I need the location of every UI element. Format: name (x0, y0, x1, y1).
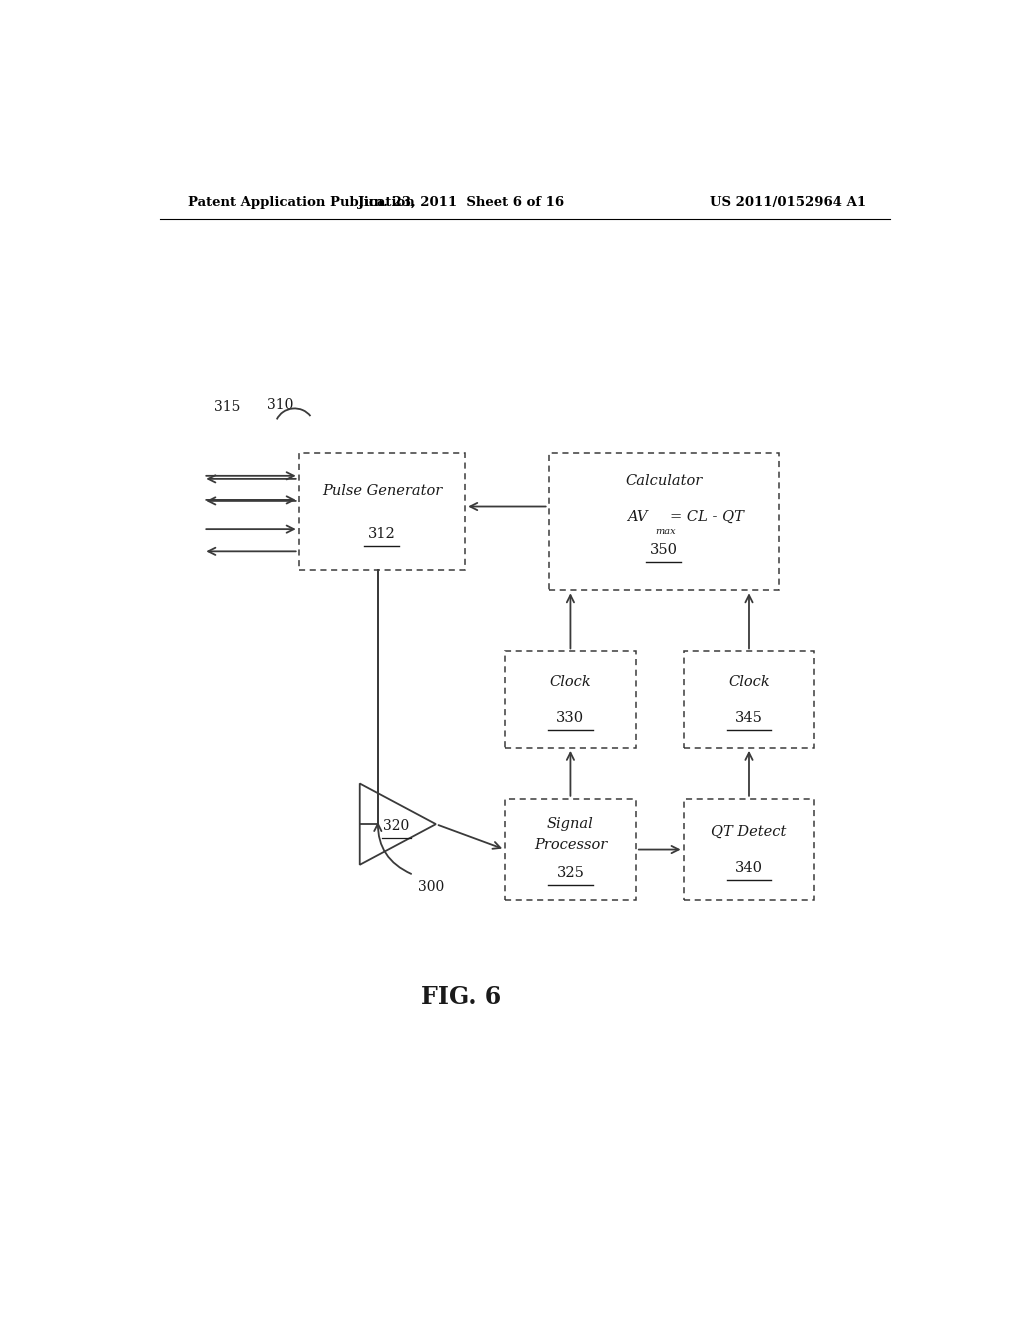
Text: Signal: Signal (547, 817, 594, 832)
Text: AV: AV (628, 510, 648, 524)
Text: 345: 345 (735, 711, 763, 725)
Text: Jun. 23, 2011  Sheet 6 of 16: Jun. 23, 2011 Sheet 6 of 16 (358, 195, 564, 209)
Bar (684, 651, 814, 748)
Text: Pulse Generator: Pulse Generator (322, 484, 442, 498)
Bar (684, 799, 814, 900)
Text: max: max (655, 528, 677, 536)
Text: FIG. 6: FIG. 6 (421, 985, 502, 1008)
Bar (299, 453, 465, 570)
Text: QT Detect: QT Detect (712, 825, 786, 840)
Text: = CL - QT: = CL - QT (671, 510, 744, 524)
Text: Clock: Clock (728, 676, 770, 689)
Text: 320: 320 (383, 820, 410, 833)
Text: 330: 330 (556, 711, 585, 725)
Text: Clock: Clock (550, 676, 591, 689)
Text: 312: 312 (368, 527, 396, 541)
Text: 340: 340 (735, 861, 763, 875)
Bar (505, 799, 636, 900)
Text: Calculator: Calculator (625, 474, 702, 488)
Text: 300: 300 (418, 880, 444, 894)
Text: Patent Application Publication: Patent Application Publication (187, 195, 415, 209)
Text: US 2011/0152964 A1: US 2011/0152964 A1 (710, 195, 866, 209)
Text: 310: 310 (267, 399, 294, 412)
Text: Processor: Processor (534, 838, 607, 853)
Bar (505, 651, 636, 748)
Text: 325: 325 (556, 866, 585, 880)
Bar (549, 453, 779, 590)
Text: 315: 315 (214, 400, 241, 414)
Text: 350: 350 (649, 544, 678, 557)
